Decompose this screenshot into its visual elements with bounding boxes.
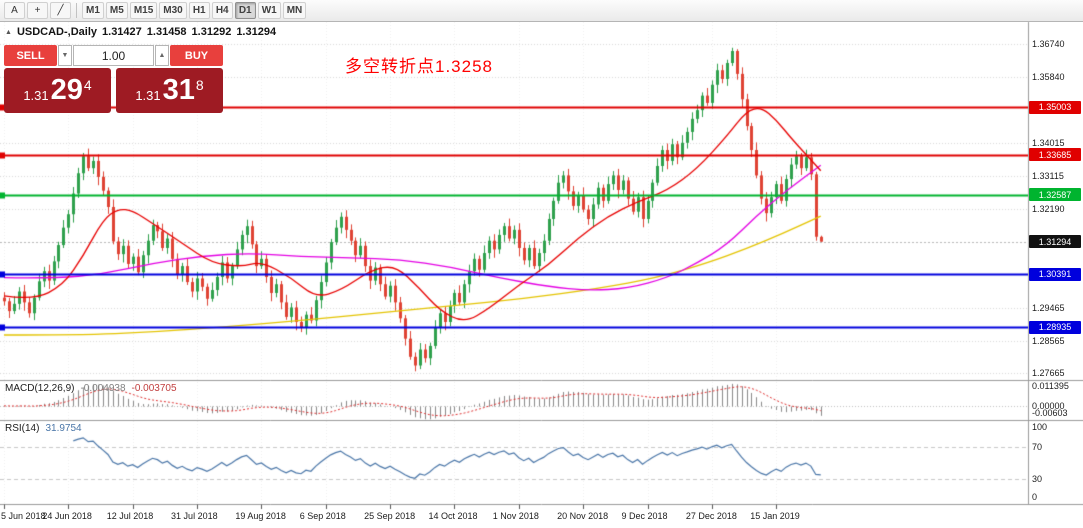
time-axis-label: 25 Sep 2018 — [364, 511, 416, 521]
macd-signal-value: -0.003705 — [131, 383, 177, 394]
lot-decrease-button[interactable]: ▼ — [58, 45, 72, 66]
macd-axis-label: 0.011395 — [1032, 381, 1069, 391]
sell-price-big: 29 — [50, 74, 83, 106]
time-axis-label: 27 Dec 2018 — [685, 511, 737, 521]
tools-group: A + ╱ — [4, 2, 71, 19]
sell-price-prefix: 1.31 — [23, 88, 49, 103]
ohlc-open: 1.31427 — [102, 26, 142, 38]
chart-title: USDCAD-,Daily — [16, 26, 98, 38]
rsi-axis-label: 100 — [1032, 422, 1048, 432]
time-axis-label: 24 Jun 2018 — [42, 511, 92, 521]
chart-toolbar: A + ╱ M1 M5 M15 M30 H1 H4 D1 W1 MN — [0, 0, 1083, 22]
time-axis-label: 20 Nov 2018 — [557, 511, 609, 521]
price-axis-label: 1.29465 — [1032, 303, 1065, 313]
sell-price-display[interactable]: 1.31 29 4 — [4, 68, 111, 113]
text-label-tool-button[interactable]: A — [4, 2, 25, 19]
price-axis-label: 1.36740 — [1032, 39, 1065, 50]
ohlc-low: 1.31292 — [191, 26, 232, 38]
timeframe-button-m5[interactable]: M5 — [105, 2, 128, 19]
price-axis-label: 1.27665 — [1032, 368, 1065, 379]
sell-button[interactable]: SELL — [4, 45, 57, 66]
timeframe-group: M1 M5 M15 M30 H1 H4 D1 W1 MN — [82, 2, 307, 19]
buy-price-sup: 8 — [195, 76, 204, 93]
rsi-value: 31.9754 — [45, 423, 82, 434]
lot-increase-button[interactable]: ▲ — [155, 45, 169, 66]
rsi-axis-label: 30 — [1032, 473, 1043, 484]
time-axis-label: 15 Jan 2019 — [750, 511, 800, 521]
buy-price-big: 31 — [162, 74, 195, 106]
macd-name: MACD(12,26,9) — [5, 383, 75, 394]
timeframe-button-m30[interactable]: M30 — [159, 2, 187, 19]
time-axis-label: 19 Aug 2018 — [235, 511, 286, 521]
crosshair-tool-button[interactable]: + — [27, 2, 48, 19]
toolbar-separator — [76, 3, 77, 18]
timeframe-button-h1[interactable]: H1 — [188, 2, 210, 19]
rsi-indicator-label: RSI(14) 31.9754 — [5, 423, 82, 434]
timeframe-button-mn[interactable]: MN — [282, 2, 307, 19]
timeframe-button-h4[interactable]: H4 — [211, 2, 233, 19]
time-axis-label: 14 Oct 2018 — [428, 511, 478, 521]
trendline-tool-button[interactable]: ╱ — [50, 2, 71, 19]
current-price-badge: 1.31294 — [1029, 235, 1081, 249]
macd-axis-label: -0.00603 — [1032, 408, 1068, 418]
chart-marker-icon: ▲ — [5, 28, 12, 36]
rsi-axis-label: 0 — [1032, 492, 1038, 502]
price-axis-label: 1.28565 — [1032, 335, 1065, 346]
buy-price-prefix: 1.31 — [135, 88, 161, 103]
macd-indicator-label: MACD(12,26,9) -0.004938 -0.003705 — [5, 383, 177, 394]
price-axis-label: 1.32190 — [1032, 204, 1065, 215]
time-axis-label: 31 Jul 2018 — [171, 511, 218, 521]
timeframe-button-w1[interactable]: W1 — [257, 2, 281, 19]
price-level-badge: 1.33685 — [1029, 148, 1081, 162]
sell-price-sup: 4 — [83, 76, 92, 93]
time-axis-label: 9 Dec 2018 — [621, 511, 668, 521]
trade-panel-controls: SELL ▼ 1.00 ▲ BUY — [4, 45, 223, 66]
time-axis-label: 12 Jul 2018 — [106, 511, 154, 521]
price-axis-label: 1.33115 — [1032, 170, 1064, 181]
price-level-badge: 1.35003 — [1029, 100, 1081, 114]
price-level-badge: 1.32587 — [1029, 188, 1081, 202]
ohlc-close: 1.31294 — [236, 26, 277, 38]
macd-axis-label: 0.00000 — [1032, 400, 1065, 411]
timeframe-button-d1[interactable]: D1 — [234, 2, 256, 19]
time-axis-label: 1 Nov 2018 — [492, 511, 539, 521]
chart-header: ▲ USDCAD-,Daily 1.31427 1.31458 1.31292 … — [5, 26, 276, 38]
timeframe-button-m1[interactable]: M1 — [82, 2, 104, 19]
one-click-trading-panel: SELL ▼ 1.00 ▲ BUY 1.31 29 4 1.31 31 8 — [4, 45, 223, 113]
timeframe-button-m15[interactable]: M15 — [129, 2, 158, 19]
lot-size-input[interactable]: 1.00 — [73, 45, 154, 66]
rsi-axis-label: 70 — [1032, 442, 1043, 453]
price-level-badge: 1.30391 — [1029, 267, 1081, 281]
ohlc-high: 1.31458 — [146, 26, 187, 38]
buy-price-display[interactable]: 1.31 31 8 — [116, 68, 223, 113]
rsi-name: RSI(14) — [5, 423, 40, 434]
price-axis-label: 1.34015 — [1032, 137, 1065, 148]
time-axis-label: 5 Jun 2018 — [1, 511, 46, 521]
macd-value: -0.004938 — [80, 383, 126, 394]
chart-annotation: 多空转折点1.3258 — [345, 57, 493, 76]
price-axis-label: 1.35840 — [1032, 71, 1065, 82]
price-level-badge: 1.28935 — [1029, 320, 1081, 334]
time-axis-label: 6 Sep 2018 — [299, 511, 346, 521]
buy-button[interactable]: BUY — [170, 45, 223, 66]
trade-panel-prices: 1.31 29 4 1.31 31 8 — [4, 68, 223, 113]
